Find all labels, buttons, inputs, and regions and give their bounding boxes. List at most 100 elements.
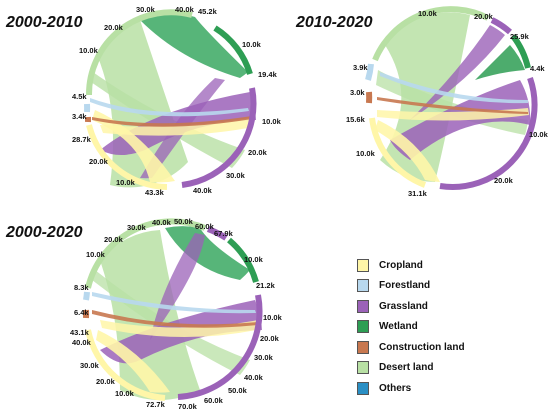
tick-label: 20.0k [104, 23, 124, 32]
arc-grassland [177, 294, 263, 400]
legend-item-wetland: Wetland [357, 317, 517, 338]
tick-label: 15.6k [346, 115, 366, 124]
legend-swatch [357, 279, 369, 293]
tick-label: 40.0k [244, 373, 264, 382]
legend-label: Cropland [379, 259, 423, 271]
ribbon-forest [380, 72, 529, 104]
ribbon-crop-desert [375, 120, 440, 182]
tick-label: 10.0k [529, 130, 549, 139]
tick-label: 40.0k [193, 186, 213, 195]
tick-label: 4.4k [530, 64, 545, 73]
tick-label: 30.0k [136, 5, 156, 14]
ribbon-forest [90, 98, 249, 117]
tick-label: 50.0k [174, 217, 194, 226]
legend: Cropland Forestland Grassland Wetland Co… [357, 255, 517, 399]
tick-label: 10.0k [116, 178, 136, 187]
tick-label: 3.0k [350, 88, 365, 97]
tick-label: 10.0k [115, 389, 135, 398]
tick-label: 60.0k [195, 222, 215, 231]
legend-swatch [357, 381, 369, 395]
tick-label: 43.1k [70, 328, 90, 337]
tick-label: 3.4k [72, 112, 87, 121]
tick-label: 8.3k [74, 283, 89, 292]
legend-label: Desert land [379, 362, 434, 374]
ribbon-forest [92, 292, 256, 314]
tick-label: 20.0k [494, 176, 514, 185]
legend-item-desert-land: Desert land [357, 358, 517, 379]
tick-label: 20.0k [248, 148, 268, 157]
tick-label: 4.5k [72, 92, 87, 101]
chord-diagram-2000-2020: 40.0k 50.0k 60.0k 67.9k 30.0k 20.0k 10.0… [70, 217, 283, 411]
ribbon-wetland-wetland [140, 13, 248, 78]
arc-forestland [83, 291, 90, 301]
tick-label: 3.9k [353, 63, 368, 72]
arc-desert-land [85, 218, 207, 289]
tick-label: 60.0k [204, 396, 224, 405]
tick-label: 20.0k [96, 377, 116, 386]
tick-label: 30.0k [254, 353, 274, 362]
arc-desert-land [372, 6, 490, 62]
tick-label: 20.0k [104, 235, 124, 244]
ribbon-wetland-wetland [165, 226, 250, 280]
tick-label: 19.4k [258, 70, 278, 79]
tick-label: 72.7k [146, 400, 166, 409]
tick-label: 40.0k [72, 338, 92, 347]
legend-label: Grassland [379, 300, 428, 312]
arc-grassland-top [490, 17, 512, 35]
panel-title-2010-2020: 2010-2020 [296, 14, 373, 31]
arc-wetland [213, 25, 253, 75]
arc-forestland [365, 63, 374, 81]
legend-item-grassland: Grassland [357, 296, 517, 317]
ribbon-construction [92, 310, 259, 328]
tick-label: 10.0k [79, 46, 99, 55]
tick-label: 40.0k [175, 5, 195, 14]
legend-label: Others [379, 382, 412, 394]
arc-grassland-top [206, 226, 228, 241]
panel-title-2000-2010: 2000-2010 [6, 14, 83, 31]
arc-cropland [85, 329, 166, 401]
arc-grassland [439, 77, 538, 190]
arc-cropland [86, 124, 168, 190]
legend-label: Forestland [379, 280, 431, 292]
tick-label: 31.1k [408, 189, 428, 198]
tick-label: 10.0k [356, 149, 376, 158]
legend-label: Construction land [379, 341, 465, 353]
ribbon-construction [377, 97, 529, 114]
arc-cropland [369, 117, 427, 188]
ribbon-crop-desert [96, 330, 170, 393]
legend-item-construction-land: Construction land [357, 337, 517, 358]
ribbon-grass-top [410, 25, 505, 120]
legend-swatch [357, 340, 369, 354]
tick-label: 10.0k [263, 313, 283, 322]
tick-label: 40.0k [152, 218, 172, 227]
legend-swatch [357, 299, 369, 313]
legend-swatch [357, 320, 369, 334]
ribbon-crop-grass [100, 320, 258, 338]
legend-label: Wetland [379, 321, 418, 333]
ribbon-crop-grass [100, 118, 250, 136]
tick-label: 6.4k [74, 308, 89, 317]
legend-swatch [357, 258, 369, 272]
tick-label: 10.0k [244, 255, 264, 264]
legend-item-others: Others [357, 378, 517, 399]
arc-desert-land [85, 9, 193, 96]
tick-label: 28.7k [72, 135, 92, 144]
arc-wetland [226, 237, 259, 283]
tick-label: 20.0k [474, 12, 494, 21]
tick-label: 10.0k [262, 117, 282, 126]
tick-label: 50.0k [228, 386, 248, 395]
ribbon-grass-top [150, 233, 205, 340]
tick-label: 45.2k [198, 7, 218, 16]
tick-label: 21.2k [256, 281, 276, 290]
tick-label: 30.0k [80, 361, 100, 370]
tick-label: 10.0k [242, 40, 262, 49]
tick-label: 25.9k [510, 32, 530, 41]
panel-title-2000-2020: 2000-2020 [6, 224, 83, 241]
legend-item-cropland: Cropland [357, 255, 517, 276]
tick-label: 30.0k [127, 223, 147, 232]
arc-wetland [510, 34, 531, 69]
legend-swatch [357, 361, 369, 375]
chord-diagram-2000-2010: 30.0k 40.0k 45.2k 20.0k 10.0k 10.0k 19.4… [72, 5, 282, 197]
arc-grassland [181, 87, 257, 188]
